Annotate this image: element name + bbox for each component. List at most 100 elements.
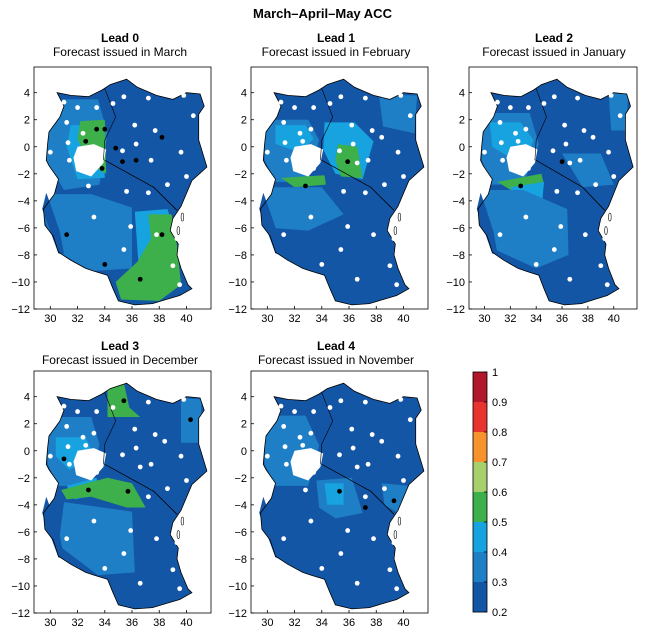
station-white — [369, 128, 375, 133]
station-white — [278, 99, 284, 105]
station-white — [338, 398, 344, 404]
colorbar-segment — [473, 402, 487, 433]
x-tick-label: 36 — [343, 617, 355, 629]
y-tick-label: −8 — [17, 554, 30, 566]
station-white — [162, 438, 168, 444]
lead0-subtitle: Forecast issued in March — [52, 45, 188, 59]
station-white — [308, 430, 314, 436]
station-white — [282, 444, 288, 450]
y-tick-label: −12 — [11, 608, 30, 620]
lake-victoria — [73, 144, 107, 177]
station-white — [170, 263, 176, 269]
station-white — [551, 94, 557, 100]
panel-title-lead1: Lead 1 Forecast issued in February — [226, 31, 446, 59]
station-white — [177, 586, 183, 592]
y-tick-label: 2 — [24, 419, 30, 431]
y-tick-label: 2 — [24, 115, 30, 127]
y-tick-label: 0 — [24, 142, 30, 154]
y-tick-label: −10 — [228, 581, 247, 593]
y-tick-label: −8 — [452, 250, 465, 262]
acc-region-mid — [379, 95, 418, 134]
station-white — [558, 224, 564, 229]
station-white — [533, 261, 539, 267]
y-tick-label: −4 — [234, 196, 247, 208]
station-white — [513, 130, 518, 136]
station-black — [113, 145, 119, 151]
station-white — [604, 282, 610, 288]
station-white — [264, 149, 270, 155]
y-tick-label: −2 — [17, 473, 30, 485]
station-white — [593, 182, 599, 188]
station-black — [159, 134, 165, 140]
station-white — [319, 565, 325, 571]
country-outline — [43, 382, 208, 610]
acc-region-green — [61, 477, 146, 508]
station-white — [362, 95, 368, 101]
station-white — [371, 536, 376, 542]
station-black — [86, 487, 91, 493]
station-white — [178, 453, 184, 459]
station-white — [391, 236, 397, 242]
colorbar-label: 0.4 — [492, 547, 507, 559]
acc-region-mid — [58, 502, 135, 576]
colorbar-label: 0.5 — [492, 517, 507, 529]
station-white — [382, 486, 387, 492]
station-white — [94, 105, 100, 110]
station-white — [575, 190, 580, 196]
border-kenya-tanzania — [321, 159, 395, 211]
lead4-subtitle: Forecast issued in November — [257, 353, 415, 367]
lead1-label: Lead 1 — [316, 31, 355, 45]
border-uganda-kenya — [103, 392, 117, 465]
station-white — [64, 536, 70, 542]
station-white — [379, 134, 385, 140]
lead3-subtitle: Forecast issued in December — [41, 353, 199, 367]
x-tick-label: 38 — [370, 617, 382, 629]
lake-tanganyika — [42, 192, 64, 254]
y-tick-label: −2 — [234, 169, 247, 181]
station-white — [338, 247, 344, 252]
station-white — [154, 536, 159, 542]
x-tick-label: 32 — [288, 313, 300, 325]
acc-region-mid — [562, 153, 614, 188]
station-white — [152, 128, 158, 133]
station-white — [362, 494, 368, 500]
station-white — [91, 430, 97, 436]
lake-tanganyika — [476, 192, 498, 254]
country-outline — [260, 78, 425, 306]
y-tick-label: −10 — [11, 581, 30, 593]
station-white — [341, 188, 346, 194]
station-white — [102, 565, 108, 571]
y-tick-label: −10 — [446, 277, 465, 289]
station-white — [507, 105, 513, 110]
station-white — [47, 453, 53, 459]
station-black — [188, 417, 193, 423]
x-tick-label: 38 — [582, 313, 594, 325]
station-black — [83, 138, 89, 144]
station-white — [132, 426, 138, 432]
island-zanzibar — [176, 530, 180, 539]
station-white — [526, 105, 531, 110]
station-white — [94, 469, 100, 475]
station-black — [102, 261, 108, 267]
station-white — [567, 160, 573, 166]
station-white — [145, 494, 151, 500]
station-black — [94, 126, 100, 132]
y-tick-label: −12 — [11, 304, 30, 316]
colorbar-segment — [473, 552, 487, 583]
colorbar-segment — [473, 462, 487, 493]
x-tick-label: 34 — [99, 313, 111, 325]
station-white — [300, 442, 306, 448]
station-white — [523, 214, 529, 220]
station-black — [303, 183, 308, 189]
station-white — [617, 113, 623, 119]
acc-region-mid — [261, 187, 344, 231]
panel-title-lead3: Lead 3 Forecast issued in December — [10, 339, 230, 367]
station-white — [407, 417, 413, 423]
station-white — [91, 518, 97, 524]
lead1-subtitle: Forecast issued in February — [261, 45, 411, 59]
x-tick-label: 32 — [71, 313, 83, 325]
lead0-label: Lead 0 — [100, 31, 139, 45]
station-white — [148, 157, 154, 163]
station-white — [526, 165, 531, 171]
